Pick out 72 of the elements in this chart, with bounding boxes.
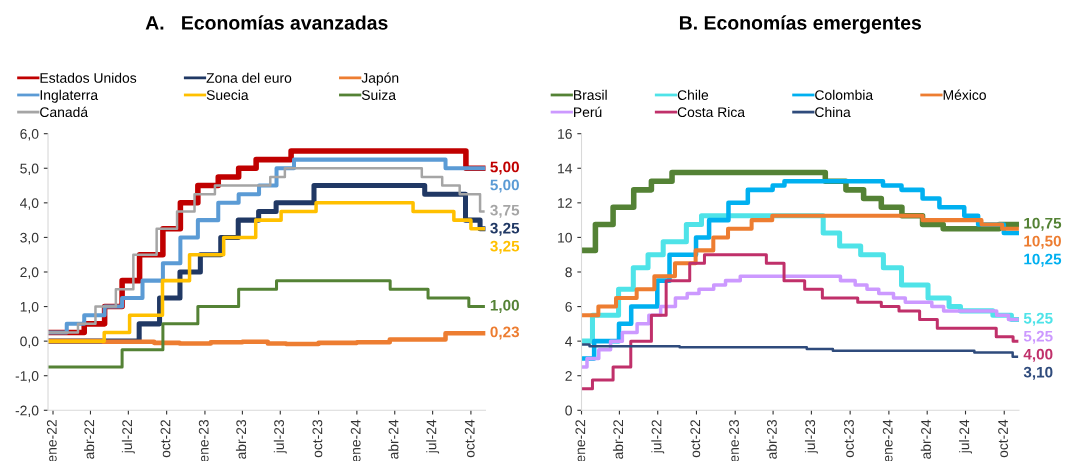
data-label: 0,23 [490, 326, 520, 340]
y-tick-label: -2,0 [15, 405, 39, 418]
x-tick-label: oct-23 [844, 419, 854, 458]
x-tick-label: jul-22 [121, 420, 135, 454]
x-tick-label: ene-23 [198, 419, 209, 461]
legend-label: Zona del euro [206, 72, 292, 83]
x-tick-label: oct-22 [690, 420, 701, 458]
x-tick-label: ene-22 [575, 420, 586, 461]
data-label: 3,10 [1023, 366, 1053, 380]
y-tick-label: -1,0 [15, 371, 39, 383]
data-label: 1,00 [490, 299, 519, 313]
y-tick-label: 12 [558, 198, 572, 208]
legend-label: México [943, 89, 986, 100]
data-label: 3,25 [490, 240, 520, 254]
x-tick-label: abr-24 [920, 419, 931, 459]
x-tick-label: jul-24 [959, 419, 972, 454]
data-label: 10,50 [1024, 235, 1061, 249]
legend-label: Perú [574, 106, 602, 118]
data-label: 5,25 [1023, 312, 1053, 326]
x-tick-label: abr-24 [388, 419, 399, 459]
legend-label: Estados Unidos [40, 72, 137, 83]
y-tick-label: 0,0 [20, 336, 39, 348]
chart-title: A. Economías avanzadas [145, 15, 388, 30]
x-tick-label: oct-22 [160, 420, 171, 458]
legend-label: Brasil [574, 89, 607, 100]
y-tick-label: 16 [558, 129, 572, 139]
x-tick-label: oct-23 [312, 419, 323, 458]
data-label: 10,75 [1024, 217, 1062, 231]
x-tick-label: abr-23 [766, 419, 777, 459]
y-tick-label: 0 [565, 405, 572, 416]
y-tick-label: 4,0 [20, 198, 39, 210]
legend-label: Inglaterra [40, 89, 99, 103]
y-tick-label: 2 [565, 371, 572, 381]
data-label: 5,00 [490, 161, 519, 175]
data-label: 3,25 [490, 222, 520, 236]
y-tick-label: 3,0 [20, 232, 39, 245]
x-tick-label: jul-23 [273, 419, 287, 454]
legend-label: China [815, 106, 851, 118]
x-tick-label: ene-23 [729, 419, 739, 461]
y-tick-label: 1,0 [20, 301, 39, 314]
data-label: 10,25 [1024, 253, 1062, 267]
x-tick-label: abr-22 [612, 420, 624, 459]
legend-label: Chile [677, 89, 709, 100]
x-tick-label: ene-22 [46, 420, 57, 461]
x-tick-label: oct-24 [998, 419, 1008, 458]
legend-label: Costa Rica [677, 106, 745, 118]
legend-label: Colombia [815, 89, 874, 100]
x-tick-label: jul-22 [651, 420, 665, 454]
data-label: 5,25 [1023, 330, 1053, 344]
data-label: 4,00 [1023, 348, 1053, 362]
y-tick-label: 10 [558, 232, 572, 243]
y-tick-label: 14 [558, 163, 573, 174]
y-tick-label: 4 [565, 336, 573, 347]
x-tick-label: jul-23 [804, 419, 818, 454]
y-tick-label: 6 [565, 301, 572, 312]
chart-title: B. Economías emergentes [679, 15, 922, 34]
y-tick-label: 8 [565, 267, 572, 278]
x-tick-label: ene-24 [882, 419, 893, 461]
x-tick-label: abr-23 [235, 419, 247, 459]
x-tick-label: jul-24 [426, 419, 440, 454]
x-tick-label: abr-22 [84, 420, 95, 459]
legend-label: Suiza [361, 89, 397, 100]
y-tick-label: 2,0 [20, 267, 39, 279]
x-tick-label: oct-24 [464, 419, 475, 458]
legend-label: Suecia [206, 89, 249, 100]
y-tick-label: 6,0 [20, 129, 39, 141]
data-label: 5,00 [490, 179, 519, 193]
data-label: 3,75 [490, 204, 520, 218]
legend-label: Japón [361, 72, 399, 86]
legend-label: Canadá [40, 106, 89, 118]
x-tick-label: ene-24 [350, 419, 361, 461]
y-tick-label: 5,0 [20, 163, 39, 176]
